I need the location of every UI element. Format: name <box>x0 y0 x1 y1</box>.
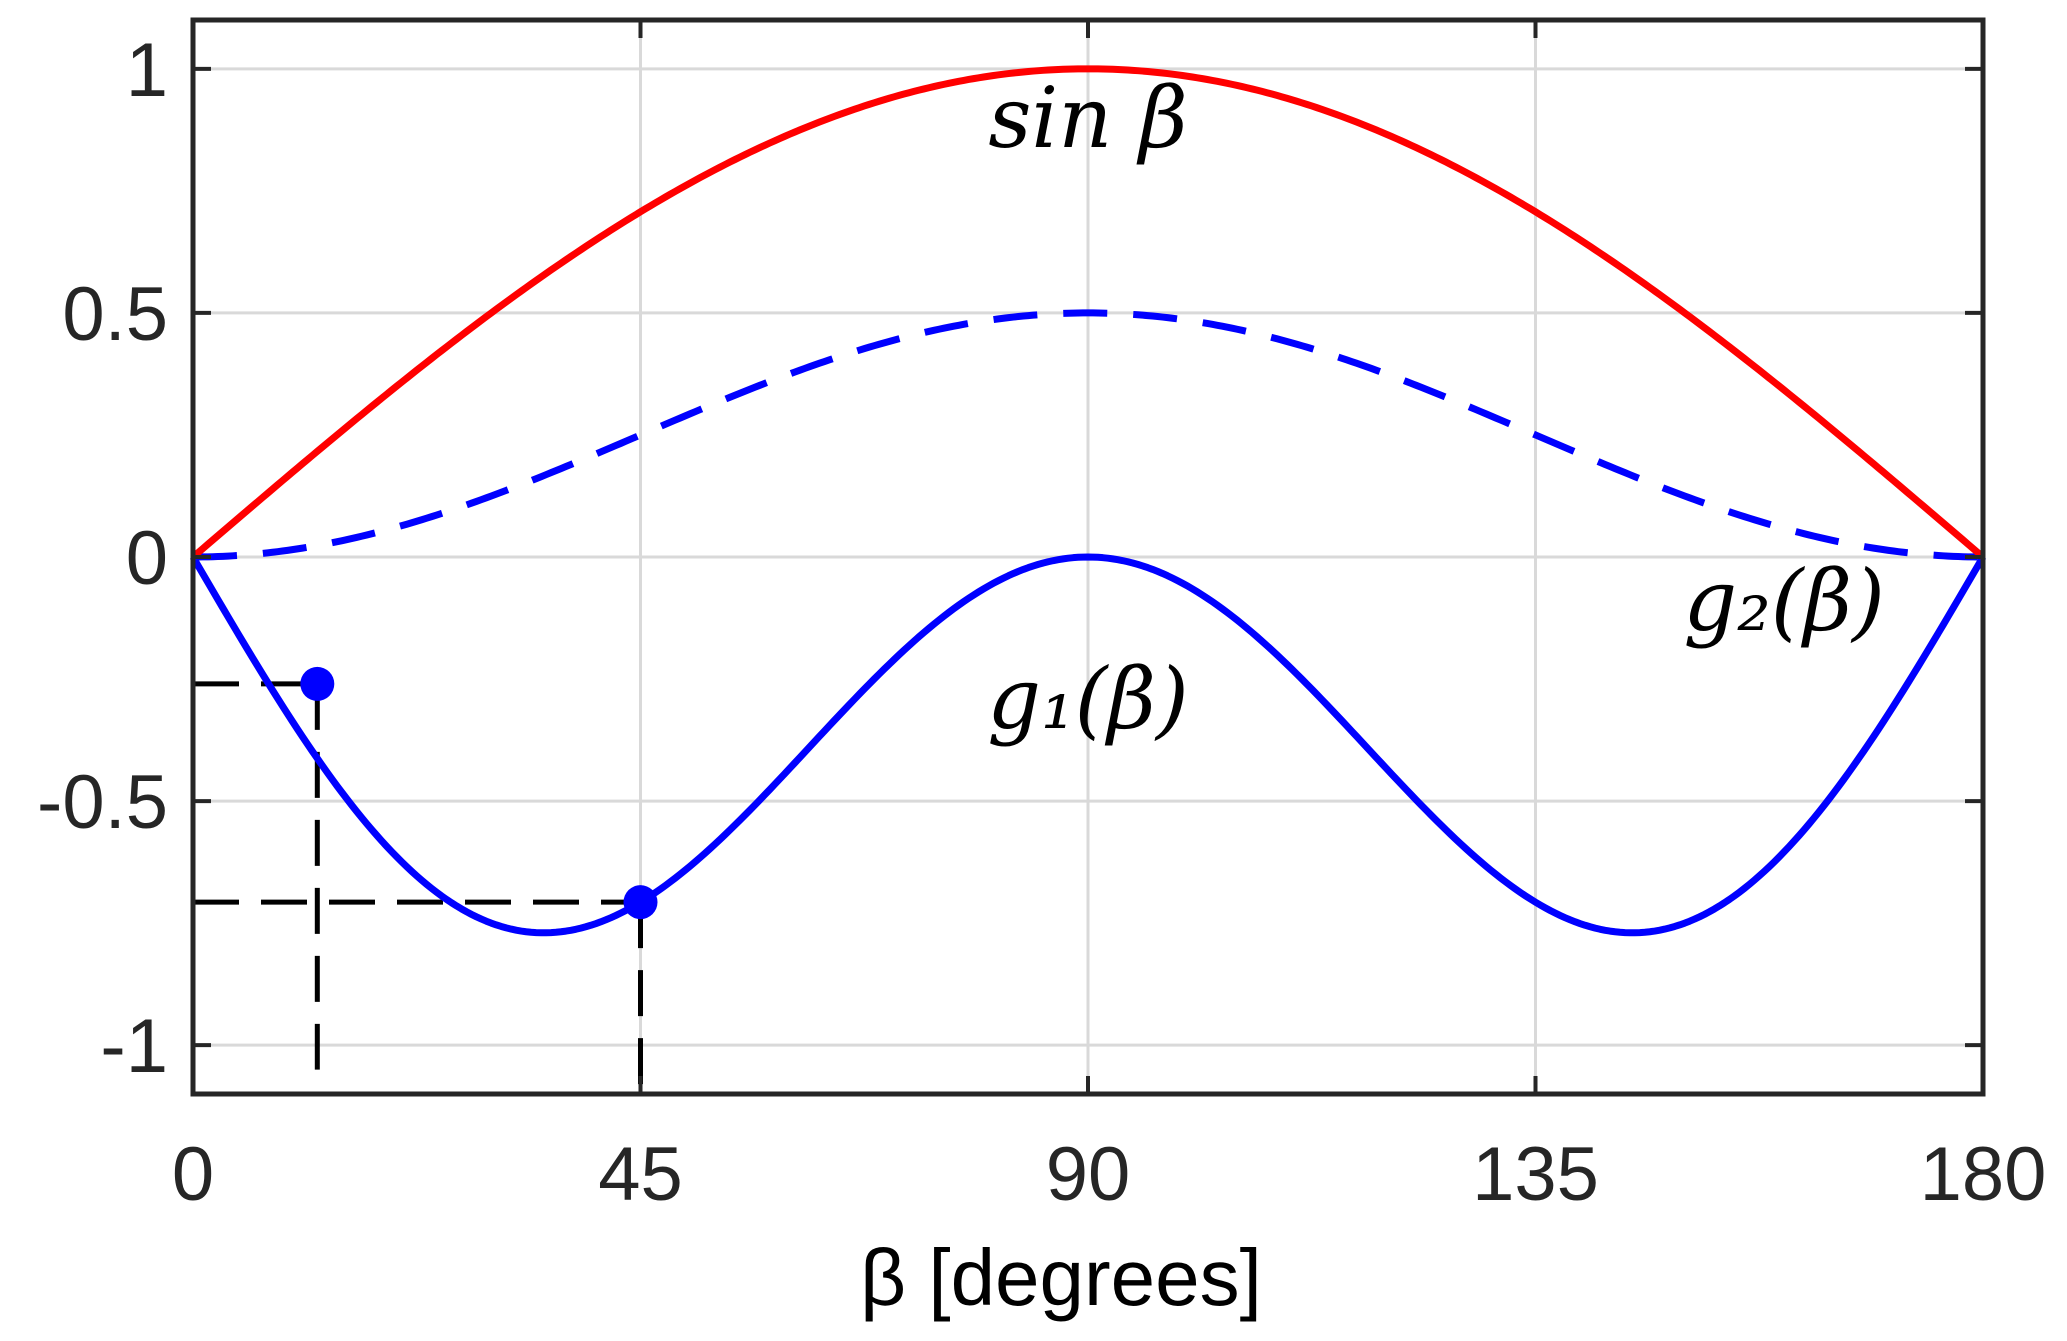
y-tick-label: 1 <box>126 28 168 113</box>
x-axis-label: β [degrees] <box>860 1233 1262 1322</box>
x-tick-label: 180 <box>1920 1132 2047 1217</box>
series-line-g1 <box>189 553 1987 937</box>
x-tick-label: 45 <box>598 1132 683 1217</box>
y-tick-label: -1 <box>100 1004 168 1089</box>
x-tick-label: 0 <box>172 1132 214 1217</box>
series-line-g2 <box>192 309 1984 561</box>
y-tick-label: -0.5 <box>37 760 168 845</box>
plot-frame-box <box>190 17 1986 1097</box>
curve-labels: sin β g₁(β) g₂(β) <box>987 69 1885 748</box>
curve-label-2: g₂(β) <box>1683 552 1885 650</box>
x-tick-label: 135 <box>1472 1132 1599 1217</box>
markers <box>300 666 658 920</box>
series-lines <box>189 65 1987 937</box>
x-tick-label: 90 <box>1046 1132 1131 1217</box>
series-line-sin <box>190 65 1986 560</box>
marker-point-0 <box>300 666 335 701</box>
tick-labels: 0 45 90 135 180 1 0.5 0 -0.5 -1 <box>37 28 2046 1217</box>
y-tick-label: 0 <box>126 516 168 601</box>
plot-frame <box>190 17 1986 1097</box>
curve-label-0: sin β <box>988 69 1187 167</box>
marker-point-1 <box>623 885 658 920</box>
y-tick-label: 0.5 <box>62 272 168 357</box>
curve-label-1: g₁(β) <box>987 650 1189 748</box>
guide-lines <box>193 681 643 1094</box>
